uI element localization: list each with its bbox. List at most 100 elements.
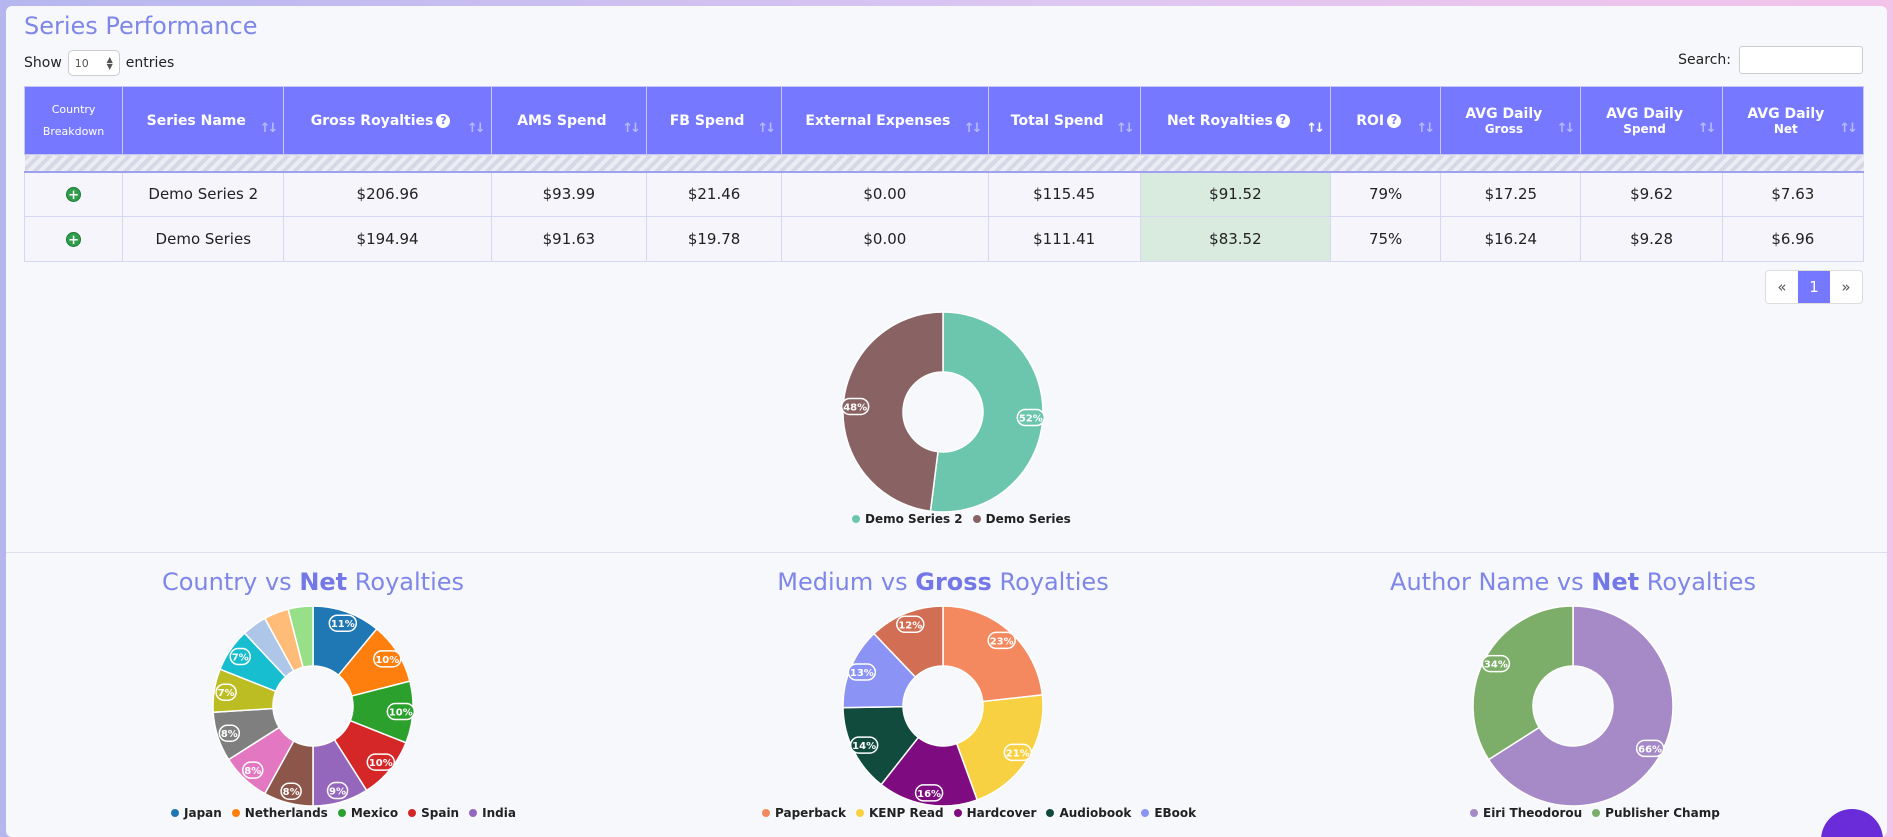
th-breakdown-label: Breakdown: [42, 124, 105, 138]
th-avg-daily-gross[interactable]: AVG Daily Gross ↑↓: [1440, 86, 1582, 155]
th-fb-spend[interactable]: FB Spend ↑↓: [645, 86, 783, 155]
author-slice[interactable]: [1472, 605, 1574, 761]
series-legend-item[interactable]: Demo Series: [972, 512, 1071, 526]
search-label: Search:: [1678, 52, 1731, 68]
series-slice[interactable]: [929, 311, 1044, 513]
country-donut-chart: 11% 10% 10% 10% 9% 8% 8% 8% 7% 7%: [212, 605, 416, 807]
expand-plus-icon[interactable]: +: [66, 187, 82, 203]
pagination-page-1[interactable]: 1: [1798, 271, 1830, 303]
cell-ams: $91.63: [490, 216, 647, 262]
medium-slice[interactable]: [872, 605, 944, 679]
medium-title-bold: Gross: [915, 568, 992, 596]
svg-text:8%: 8%: [283, 787, 300, 798]
author-data-label: 34%: [1481, 654, 1511, 673]
legend-dot-icon: [337, 809, 346, 817]
country-data-label: 7%: [215, 683, 237, 701]
help-icon[interactable]: ?: [1387, 113, 1402, 128]
svg-text:7%: 7%: [232, 653, 249, 664]
cell-avg-gross: $16.24: [1440, 216, 1582, 262]
th-avg-daily-net-label: AVG Daily: [1747, 105, 1825, 122]
sort-icon: ↑↓: [1839, 121, 1858, 136]
table-header-row: Country Breakdown Series Name ↑↓ Gross R…: [23, 86, 1865, 155]
pagination-prev[interactable]: «: [1777, 278, 1787, 296]
th-external-expenses-label: External Expenses: [805, 112, 951, 129]
svg-text:34%: 34%: [1484, 660, 1508, 671]
cell-external: $0.00: [781, 171, 989, 217]
author-slice[interactable]: [1487, 605, 1674, 807]
country-legend-item[interactable]: Japan: [171, 806, 222, 820]
legend-dot-icon: [852, 515, 860, 523]
medium-title-post: Royalties: [999, 568, 1109, 596]
legend-dot-icon: [1046, 809, 1055, 817]
show-label: Show: [24, 55, 62, 71]
legend-dot-icon: [231, 809, 240, 817]
sort-icon: ↑↓: [963, 121, 983, 136]
cell-fb: $19.78: [645, 216, 783, 262]
th-total-spend[interactable]: Total Spend ↑↓: [987, 86, 1141, 155]
th-ams-spend[interactable]: AMS Spend ↑↓: [490, 86, 647, 155]
cell-net: $91.52: [1139, 171, 1332, 217]
svg-text:10%: 10%: [375, 655, 399, 666]
country-title-post: Royalties: [354, 568, 465, 596]
country-legend-item[interactable]: India: [469, 806, 516, 820]
author-legend-item[interactable]: Eiri Theodorou: [1470, 806, 1582, 820]
medium-slice[interactable]: [955, 694, 1044, 801]
medium-chart-title: Medium vs Gross Royalties: [683, 568, 1203, 596]
country-data-label: 8%: [280, 782, 302, 800]
cell-avg-net: $6.96: [1721, 216, 1865, 262]
medium-legend-item[interactable]: KENP Read: [856, 806, 944, 820]
help-icon[interactable]: ?: [436, 113, 451, 128]
help-icon[interactable]: ?: [1275, 113, 1290, 128]
medium-legend-item[interactable]: EBook: [1141, 806, 1196, 820]
table-row: + Demo Series $194.94 $91.63 $19.78 $0.0…: [23, 216, 1865, 262]
svg-text:12%: 12%: [898, 620, 922, 631]
svg-text:52%: 52%: [1019, 414, 1043, 425]
th-total-spend-label: Total Spend: [1010, 112, 1104, 129]
medium-legend-item[interactable]: Paperback: [762, 806, 846, 820]
cell-ams: $93.99: [490, 171, 647, 217]
medium-legend-label: Audiobook: [1059, 806, 1132, 820]
country-legend-item[interactable]: Netherlands: [231, 806, 328, 820]
cell-series-name: Demo Series 2: [122, 171, 285, 217]
th-roi[interactable]: ROI? ↑↓: [1330, 86, 1442, 155]
medium-slice[interactable]: [942, 605, 1044, 703]
cell-net: $83.52: [1139, 216, 1332, 262]
svg-text:10%: 10%: [369, 758, 393, 769]
th-avg-daily-gross-sub: Gross: [1484, 121, 1523, 136]
expand-cell: +: [23, 216, 124, 262]
svg-text:8%: 8%: [221, 729, 238, 740]
medium-legend-item[interactable]: Hardcover: [953, 806, 1036, 820]
country-legend-item[interactable]: Mexico: [337, 806, 398, 820]
country-slice[interactable]: [287, 605, 314, 669]
svg-text:23%: 23%: [990, 636, 1014, 647]
svg-text:8%: 8%: [244, 766, 261, 777]
entries-select[interactable]: 10 ▲ ▼: [67, 50, 120, 76]
country-legend-item[interactable]: Spain: [408, 806, 459, 820]
medium-chart-legend: Paperback KENP Read Hardcover Audiobook EBoo…: [762, 806, 1196, 820]
series-table: Country Breakdown Series Name ↑↓ Gross R…: [23, 86, 1865, 262]
author-legend-item[interactable]: Publisher Champ: [1592, 806, 1720, 820]
th-gross-royalties[interactable]: Gross Royalties? ↑↓: [283, 86, 492, 155]
th-avg-daily-net-sub: Net: [1773, 121, 1798, 136]
author-title-bold: Net: [1591, 568, 1640, 596]
th-avg-daily-spend[interactable]: AVG Daily Spend ↑↓: [1580, 86, 1723, 155]
th-gross-royalties-label: Gross Royalties: [310, 112, 434, 129]
search-input[interactable]: [1739, 46, 1863, 74]
medium-legend-label: KENP Read: [869, 806, 944, 820]
medium-legend-item[interactable]: Audiobook: [1046, 806, 1131, 820]
th-avg-daily-net[interactable]: AVG Daily Net ↑↓: [1721, 86, 1865, 155]
svg-text:66%: 66%: [1638, 744, 1662, 755]
sort-icon: ↑↓: [1115, 121, 1135, 136]
country-data-label: 7%: [229, 647, 251, 666]
th-series-name[interactable]: Series Name ↑↓: [122, 86, 285, 155]
th-fb-spend-label: FB Spend: [669, 112, 745, 129]
legend-dot-icon: [953, 809, 962, 817]
th-external-expenses[interactable]: External Expenses ↑↓: [781, 86, 989, 155]
expand-plus-icon[interactable]: +: [66, 232, 82, 248]
svg-text:14%: 14%: [852, 741, 876, 752]
series-slice[interactable]: [842, 311, 944, 513]
th-net-royalties[interactable]: Net Royalties? ↑↓: [1139, 86, 1332, 155]
series-legend-item[interactable]: Demo Series 2: [852, 512, 963, 526]
entries-label: entries: [125, 55, 175, 71]
pagination-next[interactable]: »: [1841, 278, 1851, 296]
